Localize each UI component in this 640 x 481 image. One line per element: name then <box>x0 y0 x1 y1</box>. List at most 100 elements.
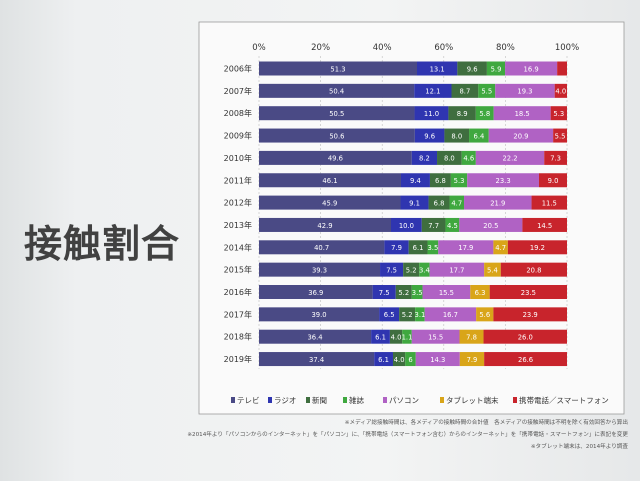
bar-segment <box>424 307 477 322</box>
data-label: 5.5 <box>481 88 492 96</box>
data-label: 5.3 <box>454 177 465 185</box>
bar-segment <box>259 285 373 299</box>
data-label: 9.0 <box>548 177 559 185</box>
bar-segment <box>384 240 409 255</box>
bar-segment <box>469 128 489 143</box>
y-axis-labels: 2006年 2007年 2008年 2009年 2010年 2011年 2012年 2013年… <box>224 64 252 365</box>
data-label: 5.2 <box>402 311 413 319</box>
data-label: 20.8 <box>526 266 541 274</box>
data-label: 8.9 <box>457 110 468 118</box>
x-tick-label: 20% <box>311 43 330 53</box>
data-label: 20.9 <box>513 132 528 140</box>
legend-label: 新聞 <box>312 395 327 405</box>
bar-segment <box>475 150 545 165</box>
data-label: 16.7 <box>443 311 458 319</box>
data-label: 20.5 <box>483 222 498 230</box>
data-label: 6.4 <box>474 132 485 140</box>
bar-segment <box>538 173 567 188</box>
data-label: 36.9 <box>308 289 323 297</box>
bar-segment <box>470 285 490 299</box>
bar-segment <box>259 307 380 322</box>
data-label: 14.3 <box>430 356 445 364</box>
data-label: 23.9 <box>523 311 538 319</box>
y-tick-label: 2008年 <box>224 108 252 118</box>
legend-swatch <box>343 397 347 403</box>
footnote: ※メディア総接触時間は、各メディアの接触時間の合計値 各メディアの接触時間は不明… <box>344 420 628 426</box>
data-label: 7.5 <box>379 289 390 297</box>
bar-segment <box>429 262 485 277</box>
data-label: 23.5 <box>521 289 536 297</box>
data-label: 7.5 <box>386 266 397 274</box>
y-tick-label: 2010年 <box>224 153 252 163</box>
data-label: 4.0 <box>555 88 566 96</box>
data-label: 3.1 <box>415 311 426 319</box>
bar-segment <box>259 352 375 367</box>
data-label: 6.1 <box>413 244 424 252</box>
bar-segment <box>448 106 476 121</box>
bar-segment <box>400 173 430 188</box>
bar-segment <box>408 240 428 255</box>
legend-label: 雑誌 <box>349 395 364 405</box>
bar-segment <box>411 150 438 165</box>
x-tick-label: 40% <box>373 43 392 53</box>
y-tick-label: 2011年 <box>224 175 252 185</box>
bar-segment <box>464 195 532 210</box>
data-label: 6.8 <box>434 199 445 207</box>
bar-segment <box>429 173 451 188</box>
data-label: 1.1 <box>402 334 413 342</box>
headline: 接触割合 <box>24 222 181 266</box>
data-label: 4.7 <box>451 199 462 207</box>
data-label: 6.3 <box>475 289 486 297</box>
bar-segment <box>522 217 567 232</box>
y-tick-label: 2015年 <box>224 265 252 275</box>
bar-segment <box>507 240 567 255</box>
y-tick-label: 2009年 <box>224 131 252 141</box>
data-label: 12.1 <box>425 88 440 96</box>
bar-segment <box>259 106 415 121</box>
data-label: 11.0 <box>424 110 439 118</box>
footnote: ※タブレット端末は、2014年より調査 <box>530 444 628 450</box>
data-label: 9.6 <box>467 65 478 73</box>
bar-segment <box>478 83 496 98</box>
data-label: 17.9 <box>458 244 473 252</box>
data-label: 10.0 <box>399 222 414 230</box>
bar-segment <box>486 61 506 76</box>
bar-segment <box>389 329 403 344</box>
legend-label: ラジオ <box>274 396 296 405</box>
bar-segment <box>505 61 558 76</box>
bar-segment <box>475 106 494 121</box>
data-label: 4.6 <box>463 155 474 163</box>
bar-segment <box>259 262 381 277</box>
data-label: 50.4 <box>329 88 344 96</box>
y-tick-label: 2019年 <box>224 354 252 364</box>
bar-segment <box>259 240 385 255</box>
legend-swatch <box>306 397 310 403</box>
data-label: 7.7 <box>428 222 439 230</box>
bar-segment <box>461 150 476 165</box>
bar-segment <box>450 173 468 188</box>
bar-segment <box>400 195 429 210</box>
bar-segment <box>531 195 567 210</box>
data-label: 5.2 <box>398 289 409 297</box>
bar-segment <box>544 150 567 165</box>
y-tick-label: 2017年 <box>224 309 252 319</box>
data-label: 9.4 <box>410 177 421 185</box>
bar-segment <box>391 217 422 232</box>
data-label: 5.5 <box>555 132 566 140</box>
bar-segment <box>395 285 412 299</box>
bar-segment <box>476 307 494 322</box>
bar-segment <box>489 285 567 299</box>
bar-segment <box>402 329 412 344</box>
bar-segment <box>457 61 487 76</box>
legend-swatch <box>383 397 387 403</box>
data-label: 40.7 <box>314 244 329 252</box>
bar-segment <box>371 329 390 344</box>
data-label: 3.5 <box>427 244 438 252</box>
data-label: 50.6 <box>329 132 344 140</box>
bar-segment <box>444 128 470 143</box>
data-label: 6.1 <box>378 356 389 364</box>
legend-label: タブレット端末 <box>446 395 499 405</box>
legend: テレビ ラジオ 新聞 雑誌 パソコン タブレット端末 携帯電話／スマートフォン <box>231 395 609 405</box>
data-label: 9.6 <box>424 132 435 140</box>
